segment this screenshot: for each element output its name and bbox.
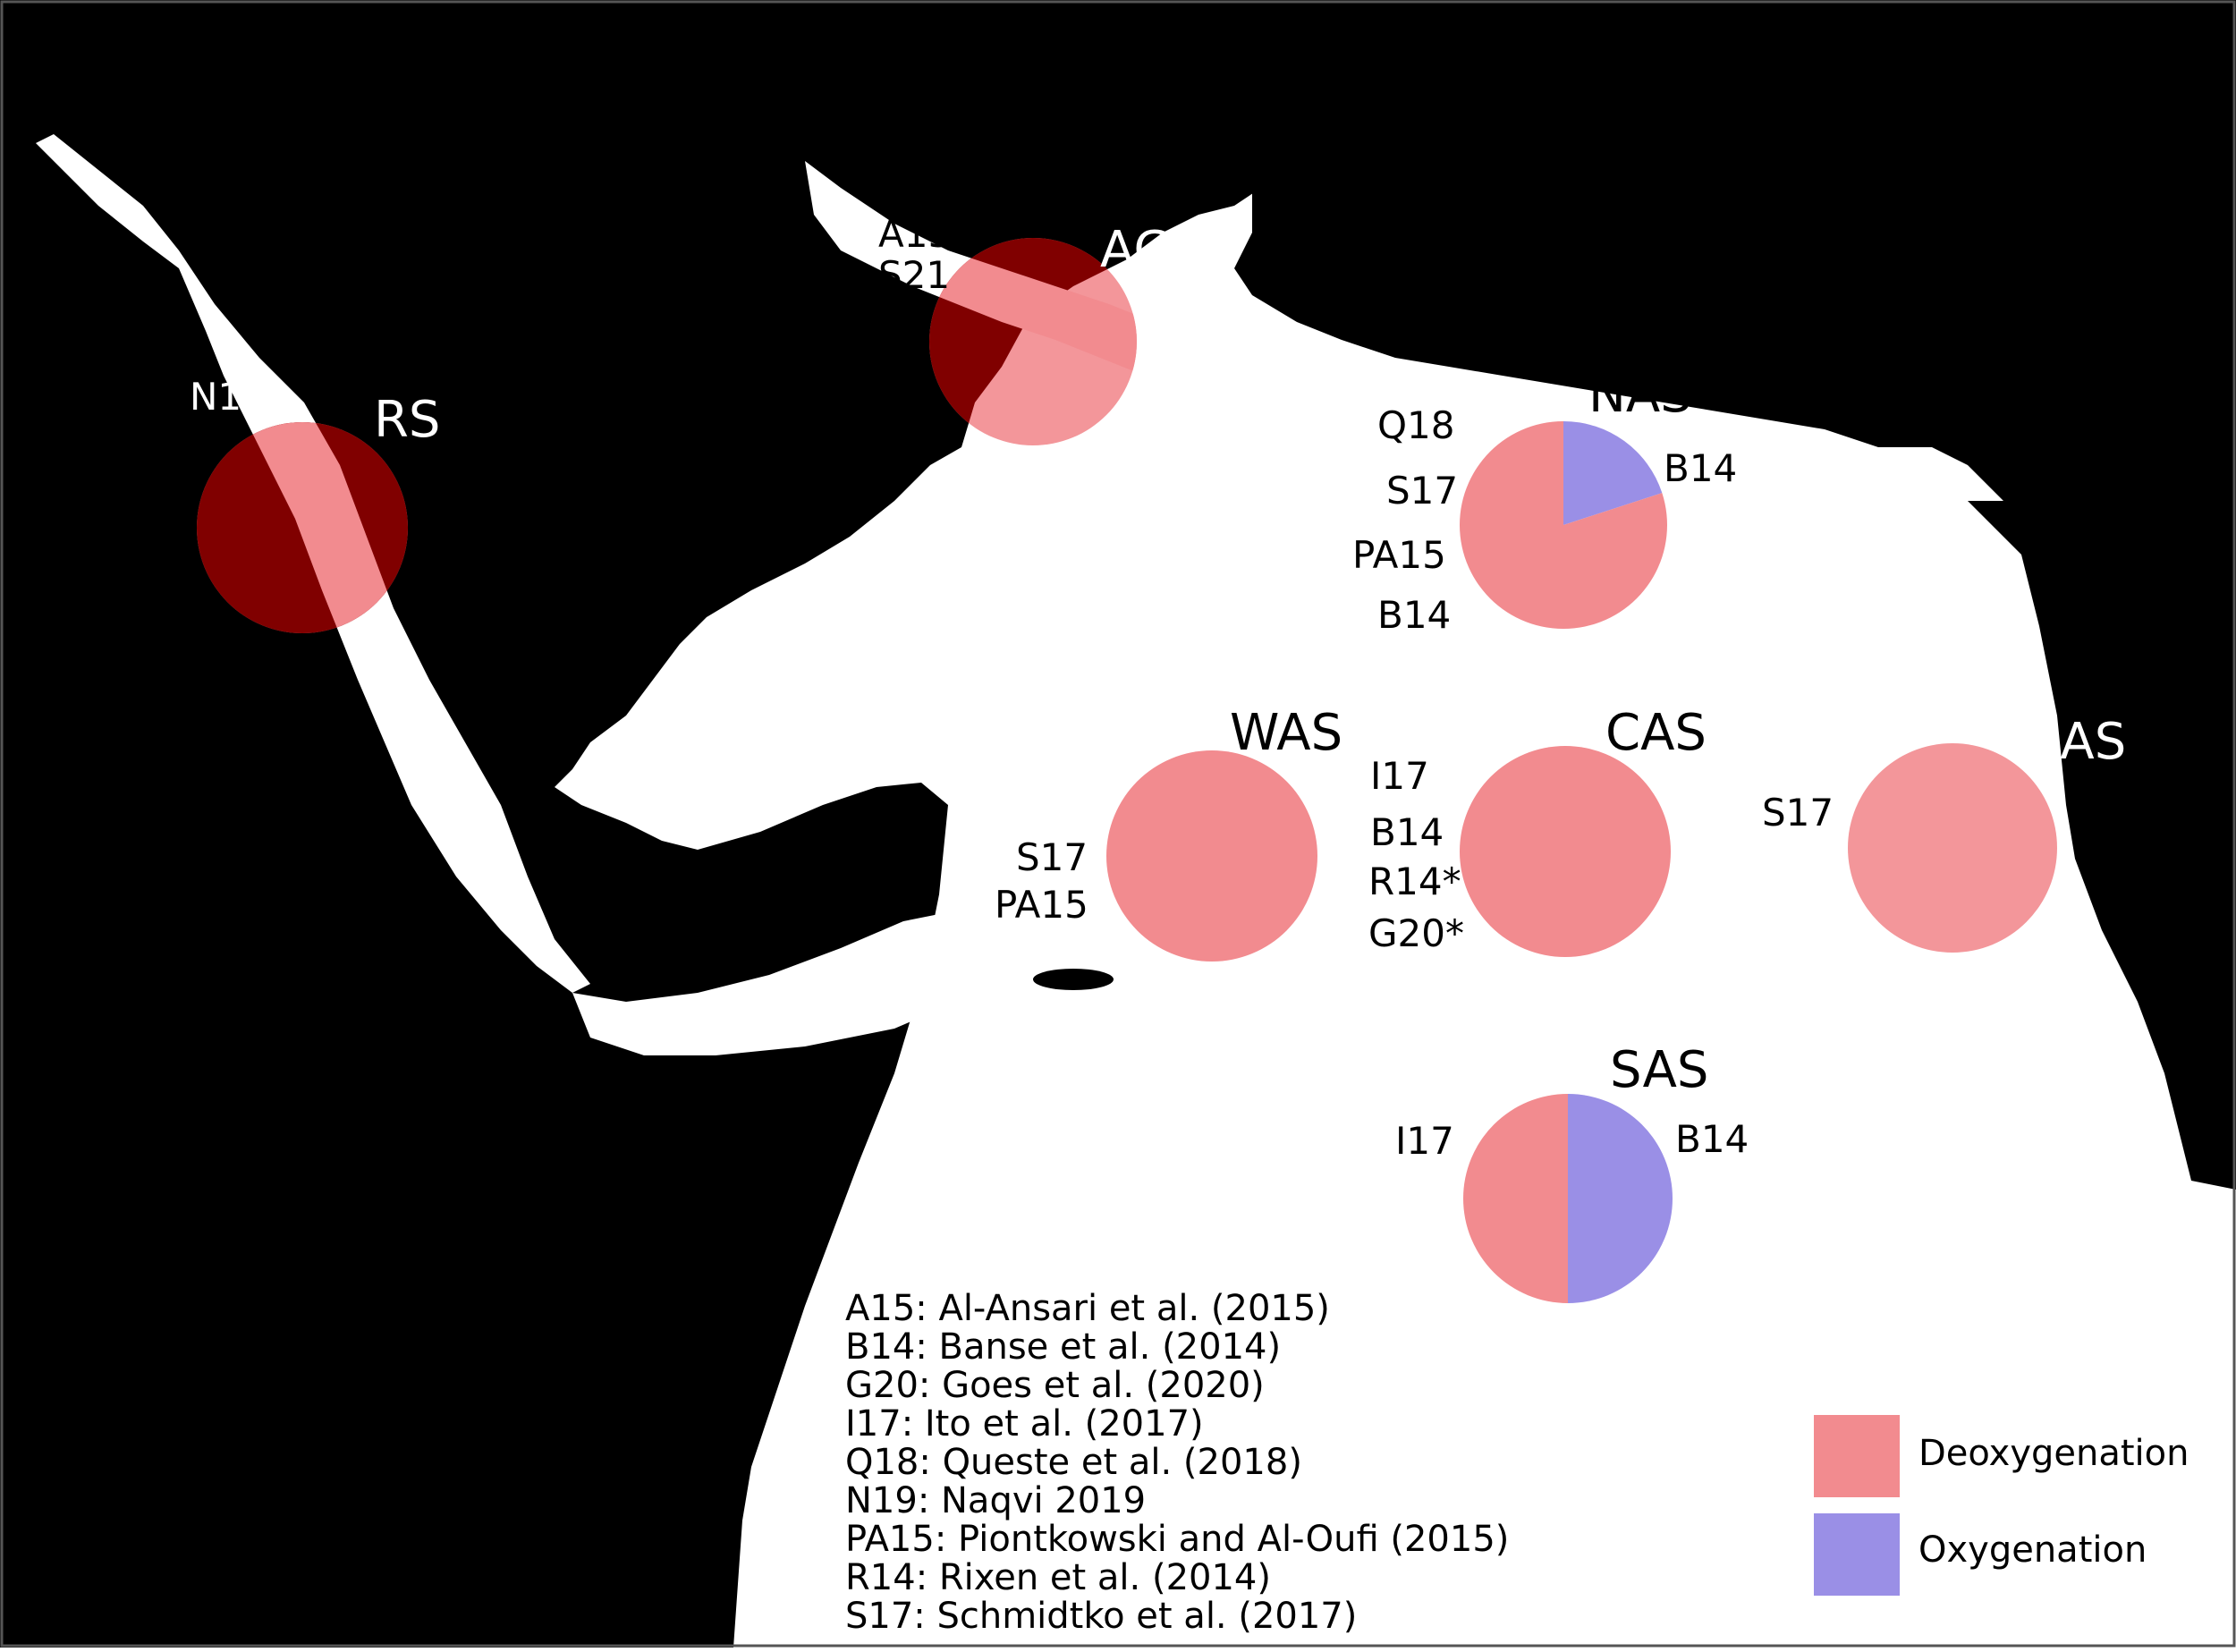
region-label-sas: SAS [1610, 1041, 1708, 1099]
legend-label-deoxygenation: Deoxygenation [1918, 1433, 2189, 1474]
region-label-was: WAS [1230, 704, 1342, 762]
references-list: A15: Al-Ansari et al. (2015) B14: Banse … [845, 1288, 1509, 1637]
region-label-cas: CAS [1605, 704, 1707, 762]
study-label-sas-b14: B14 [1675, 1117, 1749, 1161]
gulf-of-aden-water [572, 912, 984, 1055]
reference-item: N19: Naqvi 2019 [845, 1480, 1146, 1521]
study-label-nas-s17: S17 [1386, 469, 1458, 513]
reference-item: S17: Schmidtko et al. (2017) [845, 1596, 1357, 1637]
reference-item: G20: Goes et al. (2020) [845, 1365, 1265, 1406]
legend-label-oxygenation: Oxygenation [1918, 1529, 2147, 1571]
reference-item: PA15: Piontkowski and Al-Oufi (2015) [845, 1519, 1509, 1560]
pie-was [1106, 750, 1317, 962]
study-label-nas-b14-right: B14 [1664, 446, 1737, 490]
legend: Deoxygenation Oxygenation [1814, 1415, 2189, 1596]
pie-slice-oxygenation [1568, 1094, 1673, 1303]
pie-slice-oxygenation [1563, 421, 1663, 525]
region-label-ag: AG [1100, 221, 1173, 279]
pie-slice-deoxygenation [1460, 746, 1671, 957]
land-india [1968, 501, 2236, 1190]
study-label-nas-q18: Q18 [1377, 403, 1455, 447]
legend-swatch-oxygenation [1814, 1513, 1900, 1596]
pie-nas [1460, 421, 1667, 629]
study-label-nas-pa15: PA15 [1352, 533, 1446, 577]
arabian-gulf-water [929, 238, 1137, 394]
land-arabia-africa [0, 0, 1422, 1648]
reference-item: B14: Banse et al. (2014) [845, 1326, 1281, 1368]
pie-cas [1460, 746, 1671, 957]
study-label-s21: S21 [878, 253, 950, 297]
pie-slice-deoxygenation [1460, 421, 1667, 629]
study-label-cas-r14: R14* [1368, 860, 1461, 903]
land-iran-pakistan [1234, 0, 2236, 555]
pie-slice-deoxygenation [1848, 743, 2057, 953]
study-label-was-pa15: PA15 [995, 883, 1088, 927]
region-label-eas: EAS [2028, 713, 2126, 771]
red-sea-water [197, 422, 408, 633]
pie-slice-deoxygenation [1106, 750, 1317, 962]
study-label-eas-s17: S17 [1762, 791, 1834, 834]
study-label-was-s17: S17 [1016, 835, 1088, 879]
reference-item: I17: Ito et al. (2017) [845, 1403, 1204, 1444]
reference-item: Q18: Queste et al. (2018) [845, 1442, 1302, 1483]
study-label-cas-b14: B14 [1370, 810, 1444, 854]
study-label-sas-i17: I17 [1395, 1119, 1454, 1163]
region-label-rs: RS [374, 391, 440, 449]
pie-sas [1463, 1094, 1673, 1303]
labels: RS N19 AG A15 S21 NAS Q18 S17 PA15 B14 B… [190, 212, 2126, 1163]
region-label-nas: NAS [1588, 366, 1692, 424]
study-label-n19: N19 [190, 375, 266, 419]
pie-slice-deoxygenation [1463, 1094, 1568, 1303]
study-label-cas-i17: I17 [1370, 754, 1429, 798]
reference-item: A15: Al-Ansari et al. (2015) [845, 1288, 1330, 1329]
legend-swatch-deoxygenation [1814, 1415, 1900, 1497]
study-label-nas-b14-left: B14 [1377, 593, 1451, 637]
study-label-a15: A15 [878, 212, 952, 256]
socotra-island [1033, 969, 1114, 990]
study-label-cas-g20: G20* [1368, 911, 1464, 955]
reference-item: R14: Rixen et al. (2014) [845, 1557, 1271, 1598]
